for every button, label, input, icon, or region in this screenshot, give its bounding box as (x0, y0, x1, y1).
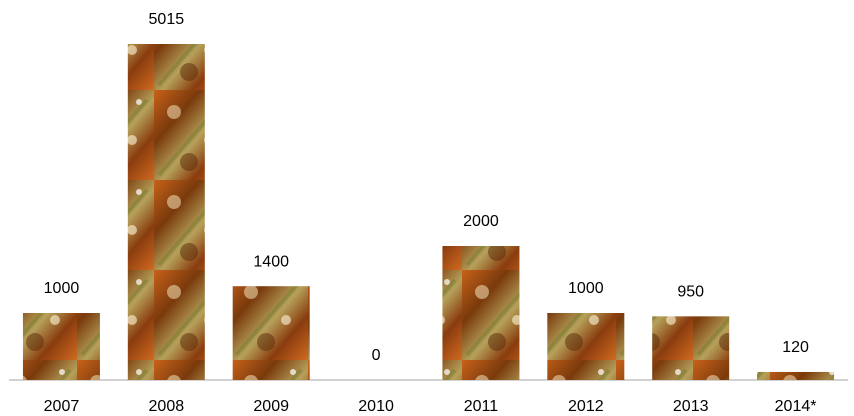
bar (757, 371, 835, 380)
bar (547, 313, 625, 380)
value-label: 0 (372, 347, 381, 364)
bar (127, 44, 205, 380)
x-tick-label: 2007 (44, 398, 80, 415)
value-label: 120 (782, 339, 809, 356)
value-label: 1000 (44, 280, 80, 297)
bar (22, 313, 100, 380)
x-tick-label: 2013 (673, 398, 709, 415)
x-tick-label: 2010 (358, 398, 394, 415)
value-label: 2000 (463, 213, 499, 230)
bar (442, 246, 520, 380)
value-label: 1000 (568, 280, 604, 297)
value-label: 1400 (253, 253, 289, 270)
value-label: 5015 (149, 11, 185, 28)
x-tick-label: 2009 (253, 398, 289, 415)
x-tick-label: 2012 (568, 398, 604, 415)
x-tick-label: 2011 (464, 398, 499, 415)
bar (232, 286, 310, 380)
x-tick-label: 2008 (149, 398, 185, 415)
bar (652, 316, 730, 380)
x-tick-label: 2014* (775, 398, 817, 415)
value-label: 950 (677, 284, 704, 301)
